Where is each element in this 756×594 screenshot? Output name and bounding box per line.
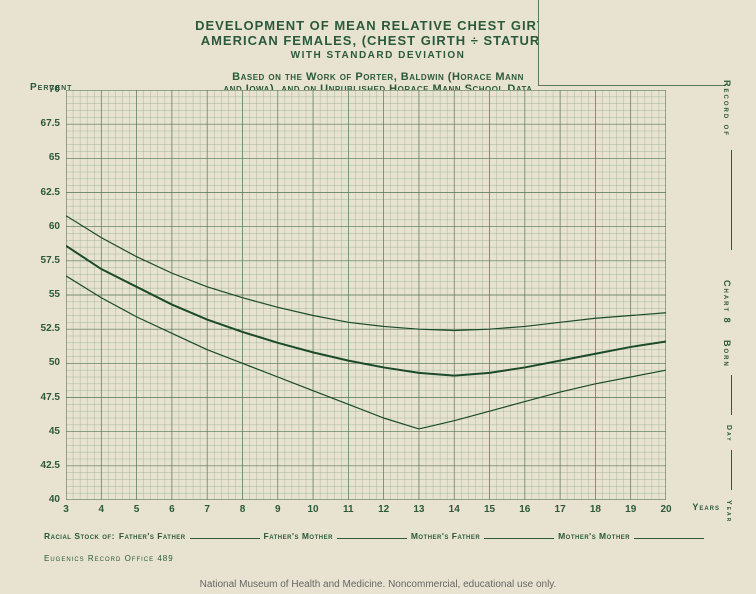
x-axis-title: Years: [692, 502, 720, 512]
form-blank[interactable]: [634, 530, 704, 539]
x-tick-label: 10: [303, 504, 323, 515]
x-tick-label: 16: [515, 504, 535, 515]
form-blank[interactable]: [337, 530, 407, 539]
y-tick-label: 65: [32, 152, 60, 163]
y-tick-label: 70: [32, 84, 60, 95]
record-of-blank[interactable]: [731, 150, 732, 250]
chart-number-label: Chart 8: [722, 280, 732, 325]
chart-svg: [66, 90, 666, 500]
right-margin-labels: Record of Chart 8 Born Day Year: [732, 80, 746, 530]
y-tick-label: 47.5: [32, 392, 60, 403]
form-field-label: Father's Mother: [264, 531, 333, 541]
office-credit: Eugenics Record Office 489: [44, 554, 174, 563]
x-tick-label: 18: [585, 504, 605, 515]
born-label: Born: [722, 340, 732, 368]
x-tick-label: 13: [409, 504, 429, 515]
museum-caption: National Museum of Health and Medicine. …: [0, 579, 756, 590]
y-tick-label: 67.5: [32, 118, 60, 129]
form-prefix: Racial Stock of:: [44, 531, 115, 541]
record-of-label: Record of: [722, 80, 732, 137]
y-tick-label: 50: [32, 357, 60, 368]
racial-stock-form: Racial Stock of: Father's Father Father'…: [44, 530, 704, 541]
y-tick-label: 60: [32, 221, 60, 232]
x-tick-label: 8: [232, 504, 252, 515]
y-tick-label: 62.5: [32, 187, 60, 198]
born-blank[interactable]: [731, 375, 732, 415]
born-blank-2[interactable]: [731, 450, 732, 490]
x-tick-label: 7: [197, 504, 217, 515]
x-tick-label: 11: [338, 504, 358, 515]
x-tick-label: 4: [91, 504, 111, 515]
x-tick-label: 5: [127, 504, 147, 515]
y-tick-label: 45: [32, 426, 60, 437]
form-field-label: Mother's Father: [411, 531, 480, 541]
y-tick-label: 42.5: [32, 460, 60, 471]
form-field-label: Mother's Mother: [558, 531, 630, 541]
x-tick-label: 14: [444, 504, 464, 515]
y-tick-label: 57.5: [32, 255, 60, 266]
chart-area: [66, 90, 666, 500]
x-tick-label: 9: [268, 504, 288, 515]
x-tick-label: 19: [621, 504, 641, 515]
day-label: Day: [725, 425, 732, 443]
form-blank[interactable]: [190, 530, 260, 539]
x-tick-label: 6: [162, 504, 182, 515]
y-tick-label: 55: [32, 289, 60, 300]
x-tick-label: 17: [550, 504, 570, 515]
form-blank[interactable]: [484, 530, 554, 539]
x-tick-label: 15: [480, 504, 500, 515]
year-label: Year: [725, 500, 732, 523]
form-field-label: Father's Father: [119, 531, 186, 541]
x-tick-label: 12: [374, 504, 394, 515]
y-tick-label: 52.5: [32, 323, 60, 334]
title-cutout-box: [538, 0, 726, 86]
x-tick-label: 3: [56, 504, 76, 515]
x-tick-label: 20: [656, 504, 676, 515]
